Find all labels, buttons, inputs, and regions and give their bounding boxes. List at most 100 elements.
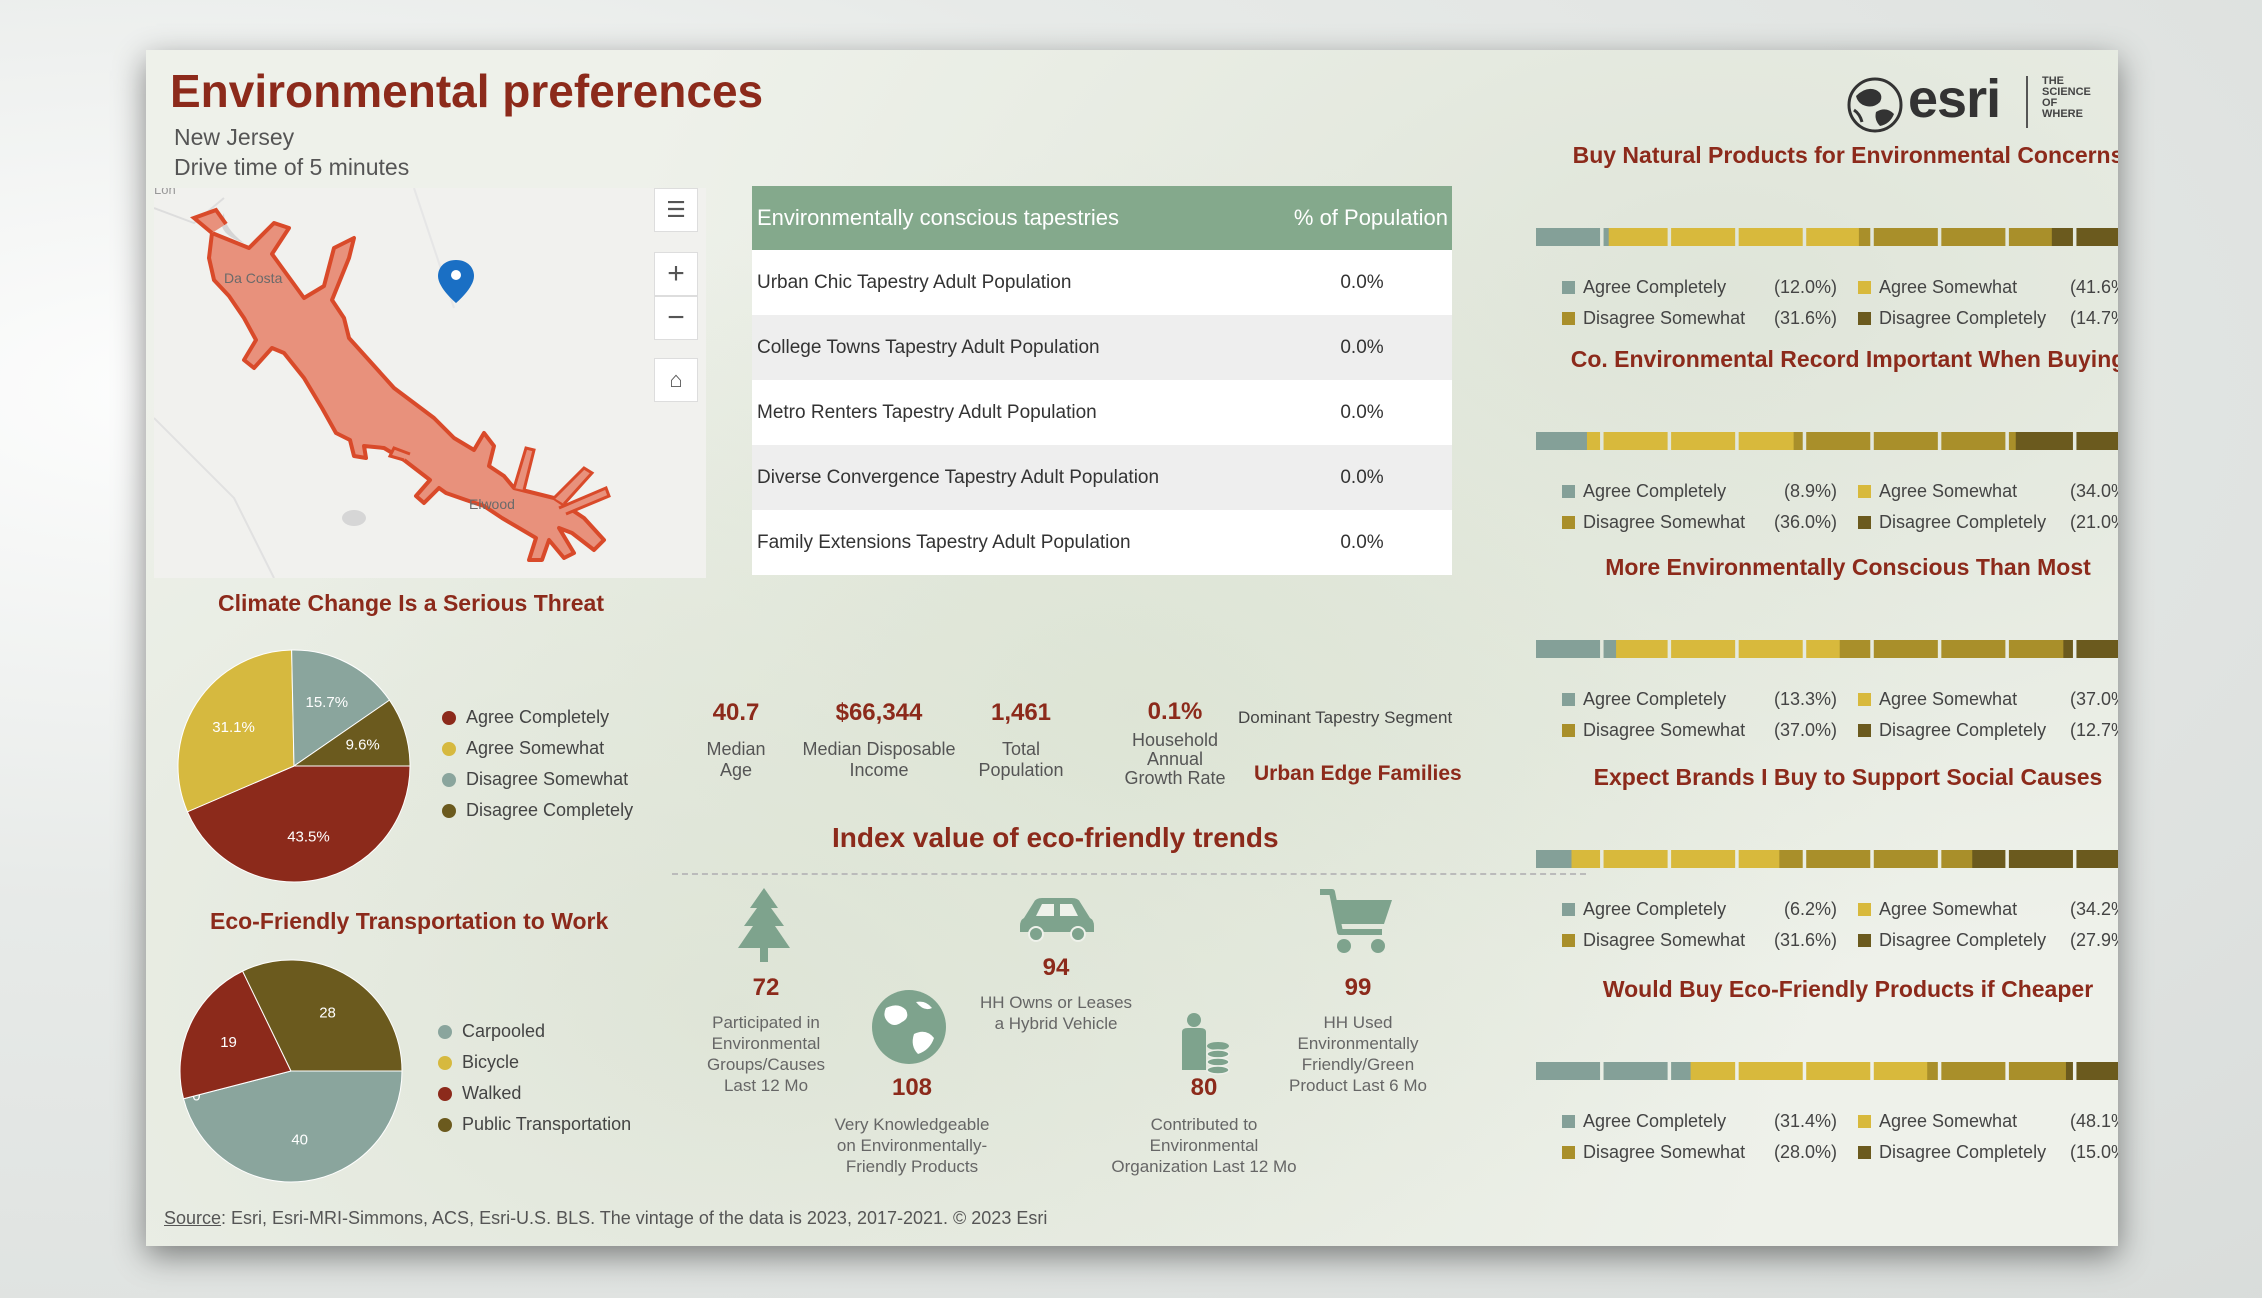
legend-item: Walked xyxy=(438,1078,631,1109)
pie-data-label: 19 xyxy=(220,1034,237,1051)
bar-segment xyxy=(1603,1062,1668,1080)
right-chart-title: Co. Environmental Record Important When … xyxy=(1570,346,2118,372)
index-title: Index value of eco-friendly trends xyxy=(832,822,1279,853)
map-label-elwood: Elwood xyxy=(469,496,515,512)
legend-label: Agree Completely xyxy=(1583,481,1727,501)
legend-value: (31.6%) xyxy=(1773,930,1837,950)
legend-swatch xyxy=(442,710,456,725)
legend-value: (36.0%) xyxy=(1773,512,1837,532)
table-cell-pct: 0.0% xyxy=(1340,466,1384,488)
pie-slice xyxy=(291,649,391,767)
legend-swatch xyxy=(1858,934,1871,947)
right-legend-item: Disagree Somewhat (31.6%) xyxy=(1562,303,1837,334)
bar-segment xyxy=(1806,850,1871,868)
bar-segment xyxy=(1793,432,1803,450)
legend-value: (37.0%) xyxy=(1773,720,1837,740)
right-chart-title: More Environmentally Conscious Than Most xyxy=(1605,554,2091,580)
zoom-in-icon[interactable]: + xyxy=(654,252,698,296)
legend-label: Disagree Somewhat xyxy=(1583,930,1746,950)
esri-logo-text: esri xyxy=(1908,69,2001,129)
right-legend-item: Disagree Completely (14.7%) xyxy=(1858,303,2118,334)
bar-segment xyxy=(1608,228,1668,246)
legend-label: Disagree Completely xyxy=(1879,512,2047,532)
bar-segment xyxy=(2076,1062,2118,1080)
legend-label: Disagree Completely xyxy=(1879,1142,2047,1162)
legend-swatch xyxy=(1562,516,1575,529)
legend-label: Agree Completely xyxy=(1583,689,1727,709)
pie-slice xyxy=(177,649,295,813)
bar-segment xyxy=(1941,228,2006,246)
map-canvas[interactable] xyxy=(154,188,706,578)
legend-item: Public Transportation xyxy=(438,1109,631,1140)
esri-tagline: THE SCIENCE OF WHERE xyxy=(2042,75,2091,120)
climate-pie-chart: 43.5% 31.1% 15.7% 9.6% xyxy=(177,649,411,883)
pie-data-label: 40 xyxy=(291,1131,308,1148)
legend-swatch xyxy=(1858,1115,1871,1128)
drive-time-map[interactable]: Lon Da Costa Elwood ☰ + − ⌂ xyxy=(154,188,706,578)
drive-time-area[interactable] xyxy=(207,221,606,562)
bar-segment xyxy=(1972,850,2006,868)
source-link[interactable]: Source xyxy=(164,1208,222,1228)
legend-swatch xyxy=(1562,934,1575,947)
index-label-green-product: HH Used Environmentally Friendly/Green P… xyxy=(1289,1013,1427,1095)
pie-data-label: 15.7% xyxy=(306,694,349,711)
bar-segment xyxy=(1536,432,1588,450)
table-cell-name: Metro Renters Tapestry Adult Population xyxy=(757,401,1097,423)
bar-segment xyxy=(1839,640,1871,658)
legend-swatch xyxy=(442,772,456,787)
bar-segment xyxy=(1536,850,1572,868)
location-pin-icon[interactable] xyxy=(438,260,474,303)
climate-legend: Agree Completely Agree Somewhat Disagree… xyxy=(442,702,633,826)
right-legend-item: Agree Completely (6.2%) xyxy=(1562,894,1837,925)
bar-segment xyxy=(2076,432,2118,450)
drive-time-label: Drive time of 5 minutes xyxy=(174,154,410,180)
stat-growth-rate: 0.1% Household Annual Growth Rate xyxy=(1124,698,1226,788)
home-icon[interactable]: ⌂ xyxy=(654,358,698,402)
legend-value: (12.0%) xyxy=(1773,277,1837,297)
segment-label: Dominant Tapestry Segment xyxy=(1238,708,1453,727)
table-row: College Towns Tapestry Adult Population … xyxy=(752,315,1452,380)
index-value-hybrid: 94 xyxy=(1042,954,1070,981)
zoom-out-icon[interactable]: − xyxy=(654,296,698,340)
bar-segment xyxy=(1806,1062,1871,1080)
shopping-cart-icon xyxy=(1320,889,1392,953)
pie-slice xyxy=(241,959,403,1072)
index-divider xyxy=(672,873,1586,875)
transport-title: Eco-Friendly Transportation to Work xyxy=(210,908,609,934)
bar-segment xyxy=(1738,850,1780,868)
legend-swatch xyxy=(1562,485,1575,498)
bar-segment xyxy=(2063,640,2073,658)
infographic-card: Environmental preferences New Jersey Dri… xyxy=(146,50,2118,1246)
legend-swatch xyxy=(1858,516,1871,529)
car-icon xyxy=(1020,898,1094,942)
legend-swatch xyxy=(1858,312,1871,325)
bar-segment xyxy=(1738,228,1803,246)
source-footer: Source: Esri, Esri-MRI-Simmons, ACS, Esr… xyxy=(164,1208,1048,1228)
right-legend-item: Agree Somewhat (34.2%) xyxy=(1858,894,2118,925)
bar-segment xyxy=(1941,432,2006,450)
legend-icon[interactable]: ☰ xyxy=(654,188,698,232)
right-legend-item: Agree Somewhat (37.0%) xyxy=(1858,684,2118,715)
legend-value: (14.7%) xyxy=(2069,308,2118,328)
globe-icon xyxy=(872,990,946,1064)
pie-data-label: 43.5% xyxy=(287,828,330,845)
legend-label: Disagree Somewhat xyxy=(1583,1142,1746,1162)
legend-value: (31.6%) xyxy=(1773,308,1837,328)
legend-label: Agree Completely xyxy=(1583,899,1727,919)
bar-segment xyxy=(1671,640,1736,658)
right-legend-item: Agree Completely (31.4%) xyxy=(1562,1106,1837,1137)
transport-pie-chart: 4001928 xyxy=(179,959,403,1183)
legend-label: Agree Completely xyxy=(1583,277,1727,297)
right-panel: Buy Natural Products for Environmental C… xyxy=(1496,50,2118,1246)
pie-data-label: 28 xyxy=(319,1005,336,1022)
table-row: Metro Renters Tapestry Adult Population … xyxy=(752,380,1452,445)
bar-segment xyxy=(1586,432,1601,450)
legend-label: Agree Somewhat xyxy=(1879,481,2018,501)
bar-segment xyxy=(2051,228,2073,246)
bar-segment xyxy=(2008,850,2073,868)
legend-label: Agree Somewhat xyxy=(1879,277,2018,297)
table-cell-name: Diverse Convergence Tapestry Adult Popul… xyxy=(757,466,1160,488)
right-legend-item: Agree Somewhat (34.0%) xyxy=(1858,476,2118,507)
bar-segment xyxy=(1779,850,1803,868)
legend-value: (28.0%) xyxy=(1773,1142,1837,1162)
